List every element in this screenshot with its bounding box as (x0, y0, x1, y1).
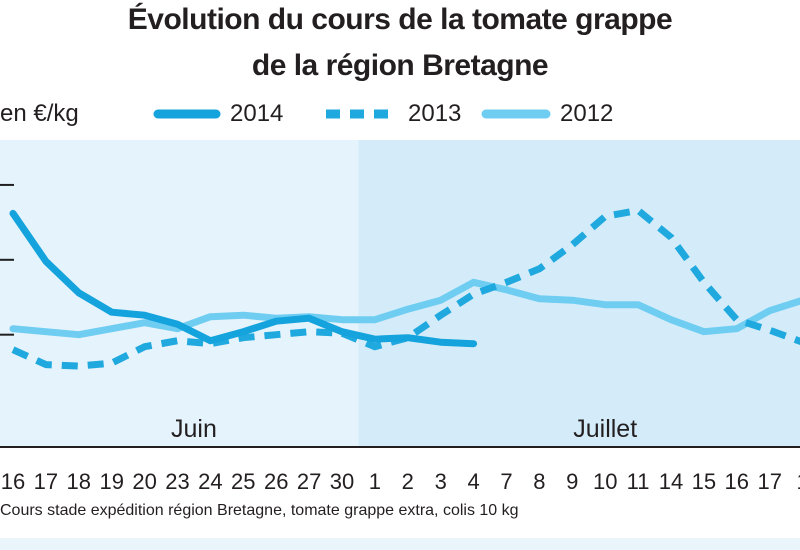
chart-title-line-1: Évolution du cours de la tomate grappe (127, 3, 673, 36)
x-tick-label: 17 (757, 469, 781, 494)
legend-label-2013: 2013 (408, 100, 462, 127)
month-band-july (358, 140, 800, 447)
x-tick-label: 2 (402, 469, 414, 494)
bottom-strip (0, 538, 800, 550)
legend-label-2012: 2012 (560, 100, 614, 127)
x-tick-label: 18 (67, 469, 91, 494)
legend-swatch-2012 (481, 109, 551, 119)
month-label-june: Juin (171, 415, 217, 443)
x-tick-label: 16 (725, 469, 749, 494)
x-tick-label: 14 (659, 469, 683, 494)
x-tick-label: 1 (369, 469, 381, 494)
x-tick-label: 30 (330, 469, 354, 494)
x-tick-label: 15 (692, 469, 716, 494)
x-tick-label: 20 (132, 469, 156, 494)
x-tick-label: 26 (264, 469, 288, 494)
source-note: Cours stade expédition région Bretagne, … (0, 502, 519, 519)
legend-label-2014: 2014 (230, 100, 284, 127)
x-tick-label: 7 (500, 469, 512, 494)
x-tick-label: 27 (297, 469, 321, 494)
y-axis-unit-label: en €/kg (0, 100, 79, 127)
legend-swatch-2014 (153, 109, 221, 119)
x-tick-label: 17 (34, 469, 58, 494)
x-tick-label: 24 (198, 469, 222, 494)
series-line-2013 (11, 206, 800, 370)
x-tick-label: 3 (435, 469, 447, 494)
x-tick-label: 1 (796, 469, 800, 494)
x-tick-label: 9 (566, 469, 578, 494)
x-tick-label: 11 (627, 469, 650, 494)
legend-swatch-2013 (326, 109, 392, 119)
month-band-june (0, 140, 359, 447)
x-tick-label: 8 (533, 469, 545, 494)
x-tick-label: 25 (231, 469, 255, 494)
month-label-july: Juillet (573, 415, 637, 443)
chart-title-line-2: de la région Bretagne (251, 49, 549, 82)
series-line-2012 (9, 278, 800, 339)
x-tick-label: 19 (99, 469, 123, 494)
x-tick-label: 10 (593, 469, 617, 494)
x-tick-label: 23 (165, 469, 189, 494)
series-line-2014 (9, 209, 478, 348)
x-tick-label: 4 (467, 469, 479, 494)
x-tick-label: 16 (1, 469, 25, 494)
